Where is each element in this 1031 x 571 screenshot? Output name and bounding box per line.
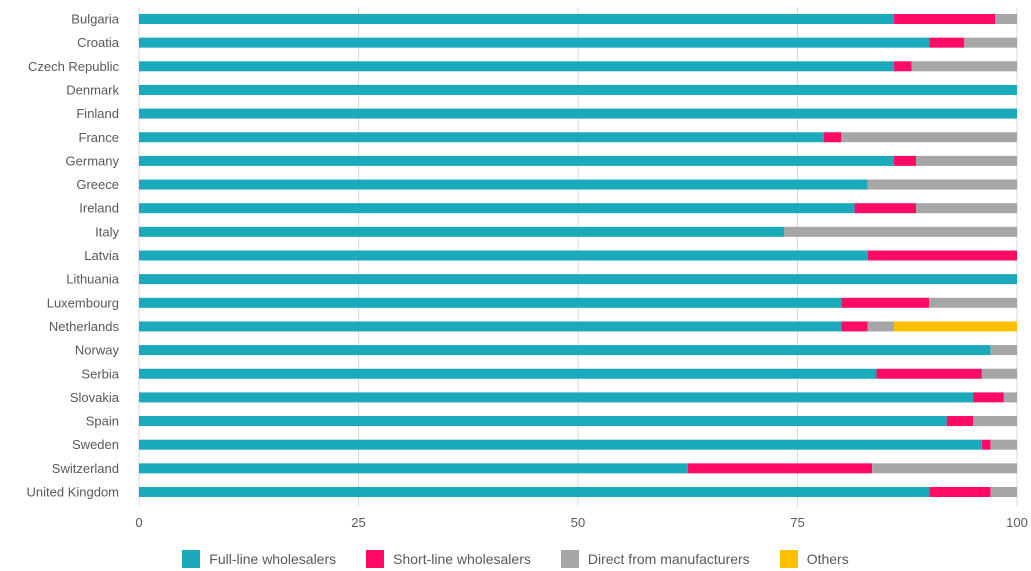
bar-segment <box>991 345 1017 355</box>
bar-segment <box>688 463 872 473</box>
bar-segment <box>139 321 841 331</box>
legend-swatch <box>182 550 200 568</box>
bar-segment <box>139 298 841 308</box>
legend-swatch <box>780 550 798 568</box>
bar-segment <box>868 251 1017 261</box>
legend: Full-line wholesalers Short-line wholesal… <box>0 550 1031 568</box>
category-label: Ireland <box>79 201 119 216</box>
bar-segment <box>139 392 973 402</box>
category-labels: Bulgaria Croatia Czech Republic Denmark Finl… <box>27 12 120 500</box>
legend-swatch <box>366 550 384 568</box>
bar-segment <box>872 463 1017 473</box>
bar-segment <box>841 132 1017 142</box>
legend-item: Full-line wholesalers <box>182 550 336 568</box>
bar-segment <box>824 132 842 142</box>
category-label: United Kingdom <box>27 485 120 500</box>
bar-segment <box>139 203 855 213</box>
legend-item: Others <box>780 550 849 568</box>
bar-segment <box>139 38 929 48</box>
bar-segment <box>841 321 867 331</box>
bar-segment <box>139 345 991 355</box>
bar-segment <box>894 61 912 71</box>
bar-segment <box>139 109 1017 119</box>
bar-segment <box>991 487 1017 497</box>
bar-segment <box>139 274 1017 284</box>
category-label: Norway <box>75 343 120 358</box>
x-tick-label: 0 <box>135 515 142 530</box>
bar-segment <box>991 440 1017 450</box>
category-label: Italy <box>95 224 119 239</box>
bar-segment <box>877 369 982 379</box>
bar-segment <box>868 180 1017 190</box>
category-label: Finland <box>76 106 119 121</box>
legend-item: Direct from manufacturers <box>561 550 750 568</box>
category-label: Switzerland <box>52 461 119 476</box>
bar-segment <box>139 251 868 261</box>
bar-segment <box>139 180 868 190</box>
bar-segment <box>947 416 973 426</box>
category-label: Serbia <box>81 366 119 381</box>
bars <box>139 14 1017 497</box>
category-label: Bulgaria <box>71 12 119 27</box>
bar-segment <box>894 14 995 24</box>
category-label: Croatia <box>77 35 120 50</box>
bar-segment <box>139 463 688 473</box>
bar-segment <box>929 298 1017 308</box>
x-tick-label: 25 <box>351 515 365 530</box>
category-label: Latvia <box>84 248 119 263</box>
category-label: Netherlands <box>49 319 120 334</box>
category-label: Denmark <box>66 82 119 97</box>
bar-segment <box>139 85 1017 95</box>
category-label: Luxembourg <box>47 295 119 310</box>
legend-label: Short-line wholesalers <box>393 551 531 567</box>
category-label: Germany <box>66 153 120 168</box>
bar-segment <box>139 487 929 497</box>
bar-segment <box>929 38 964 48</box>
category-label: Slovakia <box>70 390 120 405</box>
bar-segment <box>916 156 1017 166</box>
bar-segment <box>973 416 1017 426</box>
bar-segment <box>894 321 1017 331</box>
bar-segment <box>894 156 916 166</box>
category-label: Sweden <box>72 437 119 452</box>
category-label: Spain <box>86 414 119 429</box>
bar-segment <box>868 321 894 331</box>
bar-segment <box>973 392 1004 402</box>
bar-segment <box>784 227 1017 237</box>
category-label: France <box>79 130 119 145</box>
category-label: Czech Republic <box>28 59 120 74</box>
category-label: Lithuania <box>66 272 120 287</box>
bar-segment <box>139 416 947 426</box>
stacked-bar-chart: Bulgaria Croatia Czech Republic Denmark Finl… <box>0 0 1031 545</box>
bar-segment <box>995 14 1017 24</box>
bar-segment <box>139 156 894 166</box>
category-label: Greece <box>76 177 119 192</box>
legend-item: Short-line wholesalers <box>366 550 531 568</box>
bar-segment <box>855 203 916 213</box>
x-tick-label: 50 <box>571 515 585 530</box>
bar-segment <box>916 203 1017 213</box>
bar-segment <box>841 298 929 308</box>
bar-segment <box>139 440 982 450</box>
bar-segment <box>982 369 1017 379</box>
x-tick-label: 100 <box>1006 515 1028 530</box>
bar-segment <box>139 61 894 71</box>
bar-segment <box>139 14 894 24</box>
bar-segment <box>964 38 1017 48</box>
bar-segment <box>1004 392 1017 402</box>
bar-segment <box>982 440 991 450</box>
legend-label: Direct from manufacturers <box>588 551 750 567</box>
bar-segment <box>139 369 877 379</box>
bar-segment <box>139 132 824 142</box>
bar-segment <box>139 227 784 237</box>
legend-swatch <box>561 550 579 568</box>
bar-segment <box>912 61 1017 71</box>
legend-label: Full-line wholesalers <box>209 551 336 567</box>
x-axis-ticks: 0 25 50 75 100 <box>135 515 1027 530</box>
x-tick-label: 75 <box>790 515 804 530</box>
legend-label: Others <box>807 551 849 567</box>
bar-segment <box>929 487 990 497</box>
